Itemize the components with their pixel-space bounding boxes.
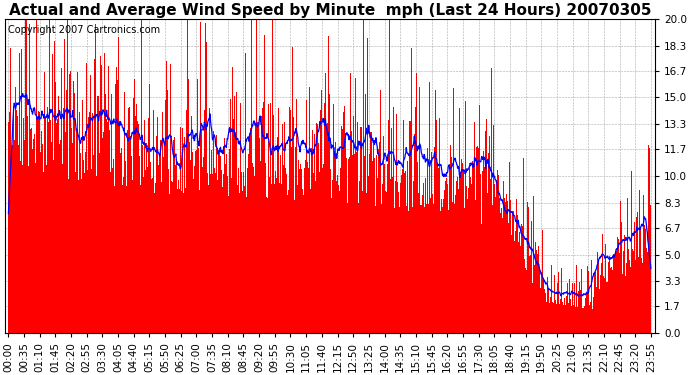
Text: Copyright 2007 Cartronics.com: Copyright 2007 Cartronics.com bbox=[8, 25, 160, 35]
Title: Actual and Average Wind Speed by Minute  mph (Last 24 Hours) 20070305: Actual and Average Wind Speed by Minute … bbox=[9, 3, 651, 18]
